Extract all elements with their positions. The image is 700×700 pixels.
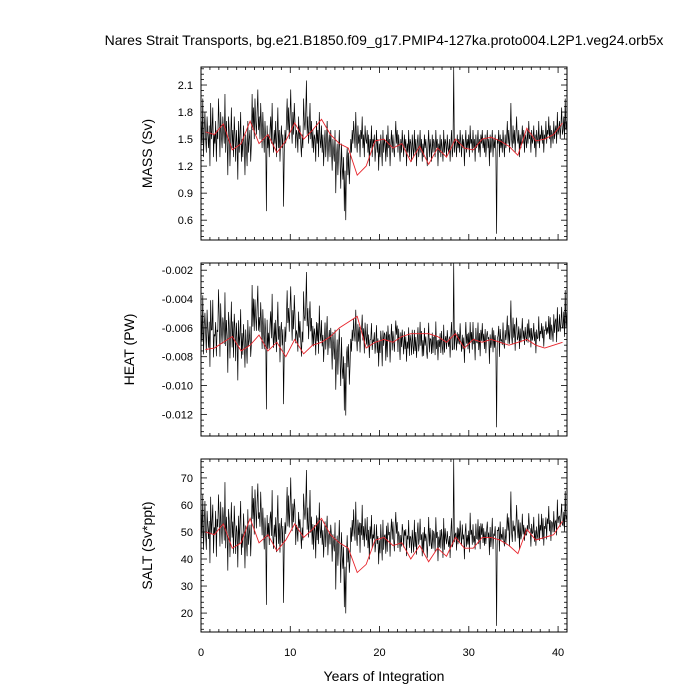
y-tick-label: -0.006 [162, 323, 193, 335]
chart-title: Nares Strait Transports, bg.e21.B1850.f0… [105, 32, 664, 48]
x-tick-label: 0 [198, 647, 204, 659]
y-tick-label: 60 [181, 500, 193, 512]
x-tick-label: 10 [284, 647, 296, 659]
monthly-series-line [201, 459, 567, 626]
y-tick-label: 40 [181, 554, 193, 566]
y-tick-label: -0.002 [162, 265, 193, 277]
heat-panel: -0.012 -0.010 -0.008 -0.006 -0.004 -0.002 HEAT… [121, 262, 568, 437]
y-tick-label: -0.012 [162, 409, 193, 421]
y-tick-label: 2.1 [178, 80, 193, 92]
monthly-series-line [201, 67, 567, 234]
annual-mean-line [205, 315, 563, 358]
x-axis-label: Years of Integration [324, 668, 445, 684]
y-tick-label: 70 [181, 473, 193, 485]
y-axis-label: SALT (Sv*ppt) [139, 501, 155, 589]
y-tick-label: 1.8 [178, 107, 193, 119]
x-tick-label: 40 [552, 647, 564, 659]
y-tick-label: 0.6 [178, 215, 193, 227]
plot-frame [200, 262, 568, 437]
y-tick-label: 50 [181, 527, 193, 539]
monthly-series-line [201, 263, 567, 428]
y-axis-label: HEAT (PW) [121, 314, 137, 386]
plot-frame [200, 66, 568, 241]
x-tick-label: 30 [463, 647, 475, 659]
y-tick-label: 1.5 [178, 134, 193, 146]
y-tick-label: -0.004 [162, 294, 193, 306]
plot-frame [200, 458, 568, 633]
y-axis-label: MASS (Sv) [139, 119, 155, 188]
y-tick-label: -0.008 [162, 352, 193, 364]
salt-panel: 0 10 20 30 40 20 30 40 50 60 70 SALT (Sv*ppt) [139, 458, 568, 659]
mass-panel: 0.6 0.9 1.2 1.5 1.8 2.1 MASS (Sv) [139, 66, 568, 241]
x-tick-label: 20 [373, 647, 385, 659]
y-tick-label: 20 [181, 608, 193, 620]
y-tick-label: -0.010 [162, 381, 193, 393]
annual-mean-line [205, 118, 563, 176]
y-tick-label: 0.9 [178, 188, 193, 200]
y-tick-label: 30 [181, 581, 193, 593]
y-tick-label: 1.2 [178, 161, 193, 173]
annual-mean-line [205, 517, 563, 574]
